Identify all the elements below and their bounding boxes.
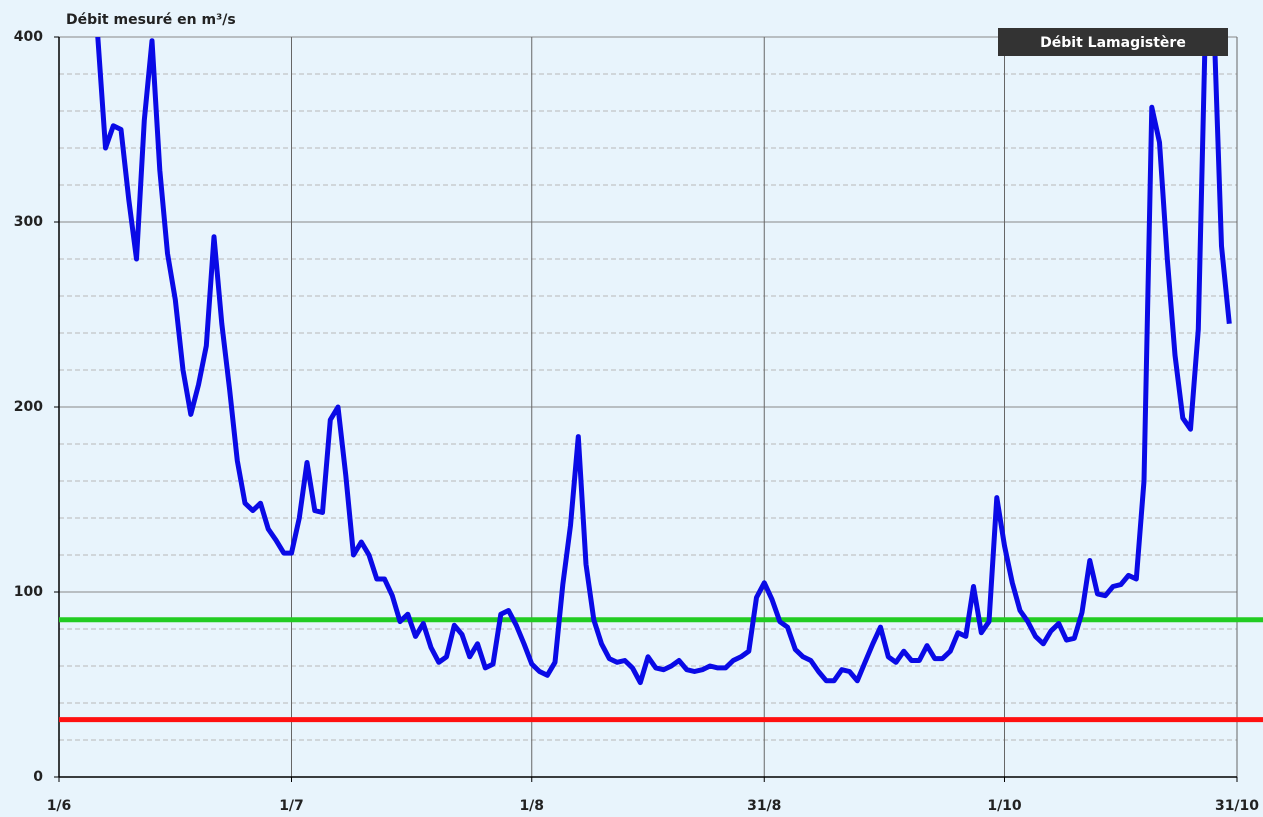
x-tick-label: 1/8: [519, 798, 544, 814]
x-tick-label: 31/8: [747, 798, 781, 814]
x-tick-label: 31/10: [1215, 798, 1259, 814]
plot-area: [95, 37, 1232, 686]
legend-label: Débit Lamagistère: [1040, 35, 1186, 51]
y-tick-label: 200: [14, 399, 43, 415]
legend-box: [998, 28, 1228, 56]
chart-title: Débit mesuré en m³/s: [66, 12, 236, 28]
x-tick-label: 1/6: [47, 798, 72, 814]
y-tick-label: 400: [14, 29, 43, 45]
y-tick-label: 300: [14, 214, 43, 230]
x-tick-label: 1/7: [279, 798, 304, 814]
x-tick-label: 1/10: [987, 798, 1022, 814]
y-tick-label: 100: [14, 584, 43, 600]
data-line: [95, 37, 1232, 686]
y-tick-label: 0: [33, 769, 43, 785]
